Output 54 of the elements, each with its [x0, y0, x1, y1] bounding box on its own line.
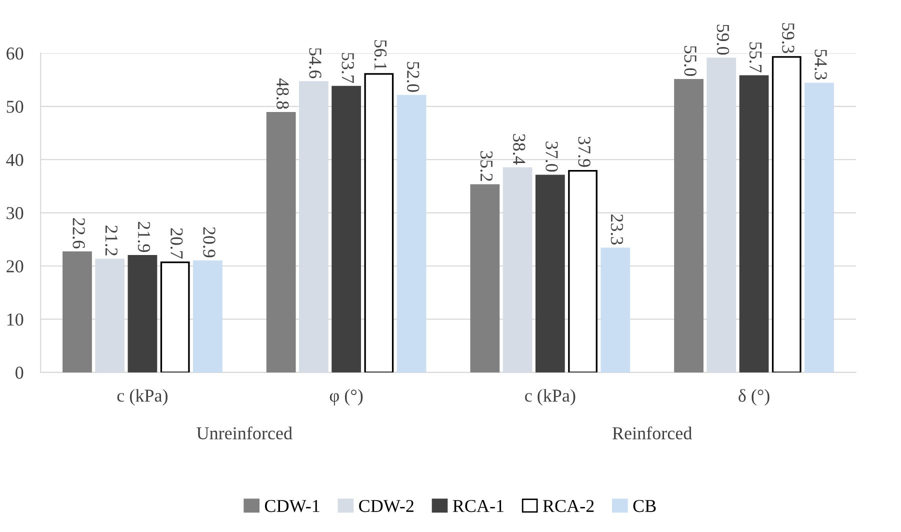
bar	[160, 261, 190, 372]
bar	[804, 82, 834, 372]
y-tick-label: 30	[6, 207, 24, 220]
y-tick-label: 60	[6, 47, 24, 60]
y-tick-label: 40	[6, 154, 24, 166]
y-tick-label: 20	[6, 260, 24, 272]
data-label: 52.0	[406, 62, 420, 92]
data-label: 53.7	[342, 52, 354, 84]
data-label: 21.2	[105, 226, 118, 256]
data-label: 21.9	[138, 222, 150, 252]
data-label: 55.7	[749, 42, 762, 72]
x-tick-label: δ (°)	[738, 389, 770, 406]
data-label: 20.9	[203, 227, 216, 258]
x-tick-label: c (kPa)	[525, 389, 576, 406]
bar	[266, 112, 296, 372]
bar	[128, 255, 158, 372]
y-tick-label: 10	[7, 313, 24, 326]
data-label: 35.2	[480, 151, 493, 181]
x-tick-label: φ (°)	[330, 389, 363, 406]
bar	[600, 248, 630, 372]
legend-label: RCA-2	[542, 500, 594, 512]
data-label: 56.1	[374, 40, 387, 70]
text: Unreinforced	[196, 426, 292, 440]
data-label: 54.3	[814, 50, 827, 80]
bar	[535, 174, 565, 372]
data-label: 59.0	[716, 24, 730, 55]
data-label: 23.3	[610, 214, 624, 245]
legend-label: CB	[633, 500, 656, 512]
bar	[772, 56, 802, 372]
bar	[62, 251, 92, 372]
legend-label: CDW-2	[359, 500, 414, 512]
bar	[193, 260, 222, 372]
legend-label: CDW-1	[264, 500, 320, 512]
data-label: 48.8	[276, 78, 289, 109]
bar	[470, 184, 500, 372]
y-tick-label: 50	[6, 100, 24, 113]
bar	[739, 75, 769, 372]
data-label: 59.3	[782, 23, 794, 54]
bar	[674, 78, 704, 372]
data-label: 54.6	[309, 48, 322, 78]
bar	[396, 94, 426, 372]
data-label: 22.6	[72, 218, 85, 248]
data-label: 37.0	[546, 142, 558, 172]
data-label: 38.4	[512, 134, 526, 165]
data-label: 55.0	[684, 46, 696, 76]
bar	[568, 170, 598, 372]
x-tick-label: c (kPa)	[117, 389, 168, 406]
text: Reinforced	[612, 426, 692, 440]
legend-label: RCA-1	[452, 500, 504, 512]
bar	[364, 73, 394, 372]
y-tick-label: 0	[16, 366, 24, 379]
data-label: 37.9	[578, 136, 590, 167]
bar	[332, 86, 362, 372]
data-label: 20.7	[170, 228, 183, 259]
